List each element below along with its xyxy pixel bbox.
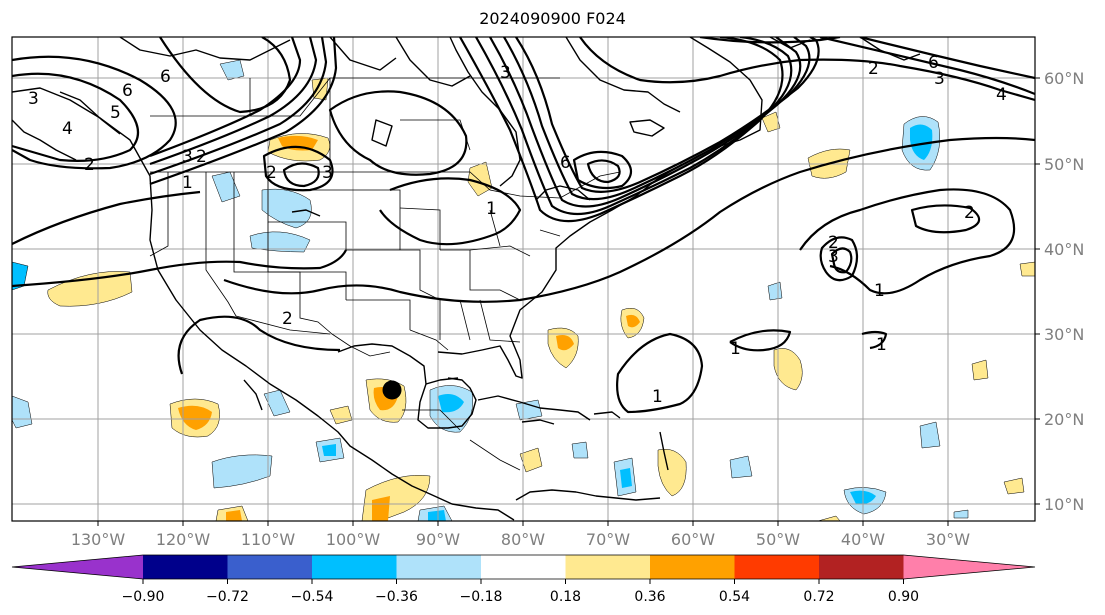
svg-text:6: 6: [160, 67, 171, 87]
lat-label: 10°N: [1044, 495, 1084, 514]
lat-label: 40°N: [1044, 240, 1084, 259]
lon-label: 30°W: [926, 530, 970, 549]
colorbar-tick: 0.36: [634, 589, 665, 605]
lon-label: 50°W: [756, 530, 800, 549]
map-title: 2024090900 F024: [479, 9, 626, 28]
axis-ticks: [97, 77, 1040, 526]
svg-text:1: 1: [486, 199, 497, 219]
lon-label: 80°W: [501, 530, 545, 549]
svg-text:1: 1: [652, 387, 663, 407]
colorbar-tick: −0.72: [206, 589, 249, 605]
colorbar-segment: [650, 555, 735, 579]
colorbar-tick: 0.90: [888, 589, 919, 605]
svg-text:2: 2: [868, 59, 879, 79]
lon-label: 130°W: [71, 530, 126, 549]
lat-label: 30°N: [1044, 325, 1084, 344]
storm-center-marker: [382, 380, 402, 400]
svg-text:6: 6: [560, 153, 571, 173]
svg-text:2: 2: [828, 233, 839, 253]
latitude-labels: 60°N 50°N 40°N 30°N 20°N 10°N: [1044, 69, 1084, 514]
lon-label: 120°W: [156, 530, 211, 549]
colorbar-segment: [734, 555, 819, 579]
colorbar-tick: −0.54: [291, 589, 334, 605]
colorbar-segment: [481, 555, 566, 579]
political-borders: [149, 77, 621, 471]
svg-text:4: 4: [62, 119, 73, 139]
colorbar-under-triangle: [12, 555, 143, 579]
colorbar-segment: [565, 555, 650, 579]
svg-text:4: 4: [996, 85, 1007, 105]
colorbar-segment: [819, 555, 904, 579]
svg-text:2: 2: [282, 309, 293, 329]
svg-text:3: 3: [934, 69, 945, 89]
colorbar-tick: 0.18: [550, 589, 581, 605]
svg-text:2: 2: [84, 155, 95, 175]
svg-text:1: 1: [182, 173, 193, 193]
lon-label: 70°W: [586, 530, 630, 549]
svg-text:5: 5: [110, 103, 121, 123]
svg-text:3: 3: [322, 163, 333, 183]
lon-label: 40°W: [841, 530, 885, 549]
graticule: [12, 37, 1035, 521]
lon-label: 90°W: [416, 530, 460, 549]
colorbar-segment: [312, 555, 397, 579]
svg-text:2: 2: [266, 163, 277, 183]
svg-text:3: 3: [28, 89, 39, 109]
svg-text:2: 2: [196, 147, 207, 167]
svg-text:3: 3: [500, 63, 511, 83]
colorbar-segment: [396, 555, 481, 579]
contour-lines: [12, 37, 1035, 414]
colorbar-segment: [143, 555, 228, 579]
lat-label: 60°N: [1044, 69, 1084, 88]
svg-text:2: 2: [964, 203, 975, 223]
svg-text:1: 1: [876, 335, 887, 355]
colorbar-tick: −0.18: [460, 589, 503, 605]
longitude-labels: 130°W 120°W 110°W 100°W 90°W 80°W 70°W 6…: [71, 530, 970, 549]
colorbar-segment: [227, 555, 312, 579]
svg-text:1: 1: [730, 339, 741, 359]
lat-label: 20°N: [1044, 410, 1084, 429]
lon-label: 60°W: [671, 530, 715, 549]
colorbar-tick: 0.72: [803, 589, 834, 605]
colorbar-tick: −0.90: [122, 589, 165, 605]
svg-text:3: 3: [182, 147, 193, 167]
colorbar-tick: 0.54: [719, 589, 750, 605]
svg-text:6: 6: [928, 53, 939, 73]
svg-text:3: 3: [828, 247, 839, 267]
lon-label: 110°W: [241, 530, 296, 549]
lat-label: 50°N: [1044, 155, 1084, 174]
colorbar: −0.90 −0.72 −0.54 −0.36 −0.18 0.18 0.36 …: [11, 554, 1036, 605]
svg-text:1: 1: [874, 281, 885, 301]
colorbar-tick: −0.36: [375, 589, 418, 605]
anomaly-shading: [12, 59, 1035, 521]
svg-text:6: 6: [122, 81, 133, 101]
lon-label: 100°W: [326, 530, 381, 549]
contour-labels: 6 3 2 1 3 2 6 5 4 3 2 1 6 3 2 6 4 3 2 1 …: [28, 53, 1007, 407]
colorbar-over-triangle: [903, 555, 1035, 579]
